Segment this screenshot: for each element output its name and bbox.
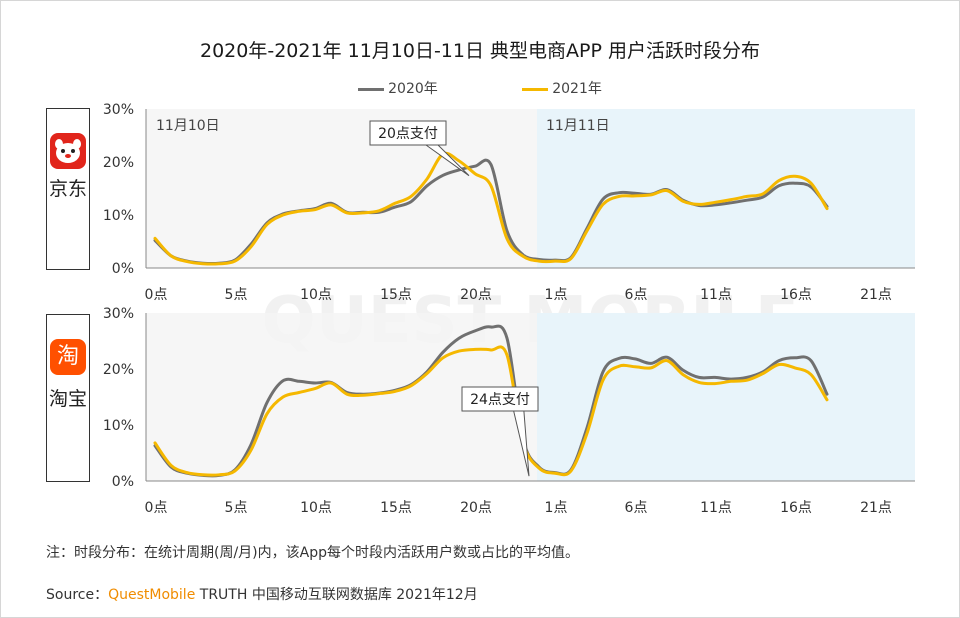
series-line-2021 [153, 345, 829, 477]
day2-background [537, 109, 915, 268]
y-tick-label: 30% [103, 306, 134, 322]
jd-dog-icon [50, 133, 86, 169]
x-tick-label: 16点 [780, 287, 812, 303]
callout-box [369, 120, 447, 146]
x-tick-label: 0点 [145, 500, 168, 516]
callout-pointer [425, 144, 470, 177]
footnote: 注：时段分布：在统计周期(周/月)内，该App每个时段内活跃用户数或占比的平均值… [46, 545, 579, 561]
day-label-2: 11月11日 [546, 118, 610, 134]
app-name-jd: 京东 [48, 178, 87, 200]
x-tick-label: 10点 [300, 500, 332, 516]
x-tick-label: 15点 [380, 287, 412, 303]
source-rest: TRUTH 中国移动互联网数据库 2021年12月 [195, 587, 478, 603]
day2-background [537, 313, 915, 481]
legend-swatch-2020 [358, 87, 385, 91]
source-brand: QuestMobile [108, 587, 196, 603]
x-tick-label: 0点 [145, 287, 168, 303]
y-tick-label: 10% [103, 418, 134, 434]
legend-label-2020: 2020年 [388, 81, 438, 97]
x-tick-label: 10点 [300, 287, 332, 303]
y-tick-label: 0% [112, 474, 134, 490]
x-tick-label: 21点 [860, 287, 892, 303]
x-tick-label: 1点 [545, 500, 568, 516]
source-label: Source： [46, 587, 109, 603]
day1-background [146, 109, 537, 268]
series-line-2020 [153, 324, 829, 478]
x-tick-label: 20点 [460, 287, 492, 303]
taobao-icon: 淘 [50, 339, 86, 375]
legend-label-2021: 2021年 [552, 81, 602, 97]
x-tick-label: 15点 [380, 500, 412, 516]
x-tick-label: 16点 [780, 500, 812, 516]
callout-box [461, 386, 539, 412]
x-tick-label: 11点 [700, 287, 732, 303]
x-tick-label: 21点 [860, 500, 892, 516]
x-tick-label: 20点 [460, 500, 492, 516]
y-tick-label: 10% [103, 208, 134, 224]
app-label-jd: 京东 [46, 108, 90, 270]
x-tick-label: 11点 [700, 500, 732, 516]
x-tick-label: 1点 [545, 287, 568, 303]
x-tick-label: 5点 [225, 500, 248, 516]
x-tick-label: 5点 [225, 287, 248, 303]
y-tick-label: 30% [103, 102, 134, 118]
legend-item-2020: 2020年 [358, 78, 438, 98]
y-tick-label: 20% [103, 155, 134, 171]
chart-panel-jd: 0% 10% 20% 30% 0点 5点 10点 15点 20点 1点 6点 11点 16点 21点 11月… [103, 102, 915, 303]
legend-item-2021: 2021年 [522, 78, 602, 98]
chart-title: 2020年-2021年 11月10日-11日 典型电商APP 用户活跃时段分布 [200, 40, 760, 62]
app-name-taobao: 淘宝 [48, 388, 87, 410]
y-tick-label: 20% [103, 362, 134, 378]
legend: 2020年 2021年 [0, 78, 960, 98]
chart-panel-taobao: 0% 10% 20% 30% 0点 5点 10点 15点 20点 1点 6点 11点 16点 21点 24点… [103, 306, 915, 516]
legend-swatch-2021 [522, 87, 549, 91]
source-line: Source：QuestMobile TRUTH 中国移动互联网数据库 2021… [46, 584, 478, 604]
series-line-2021 [153, 151, 829, 266]
app-label-taobao: 淘 淘宝 [46, 314, 90, 482]
callout-text: 20点支付 [378, 126, 438, 142]
callout-text: 24点支付 [470, 392, 530, 408]
day-label-1: 11月10日 [156, 118, 220, 134]
x-tick-label: 6点 [625, 500, 648, 516]
x-tick-label: 6点 [625, 287, 648, 303]
y-tick-label: 0% [112, 261, 134, 277]
